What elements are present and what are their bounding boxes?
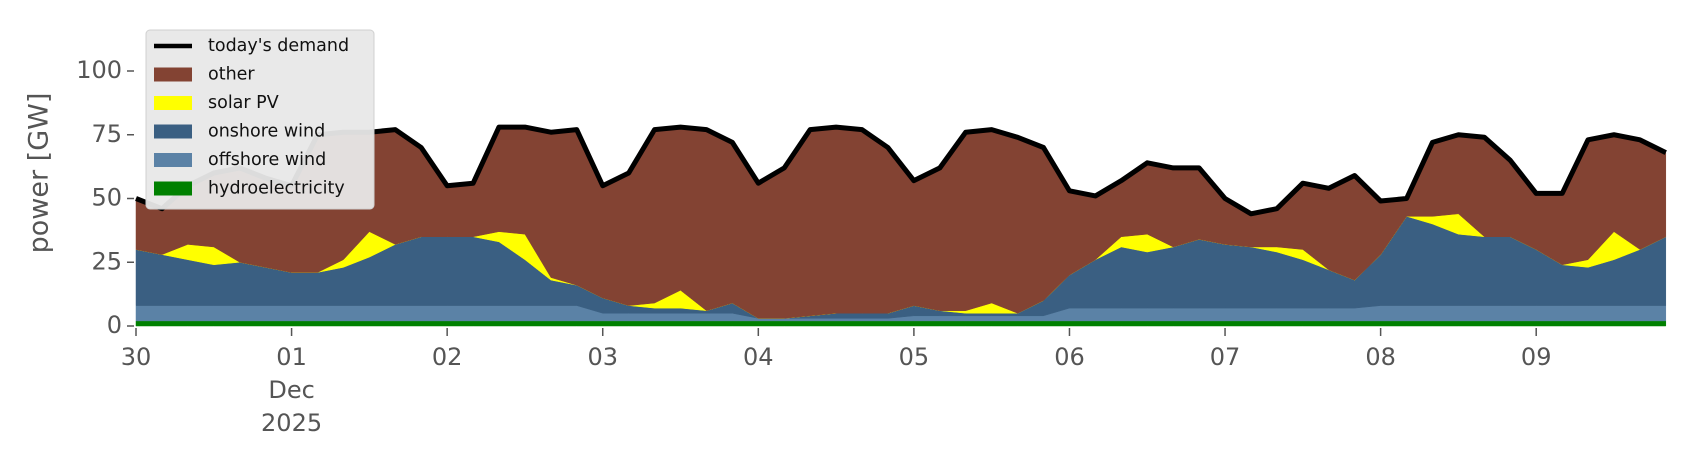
legend-label: solar PV [208,93,279,113]
x-tick-label: 03 [587,343,618,371]
legend-label: onshore wind [208,122,325,142]
x-tick-label: 30 [121,343,152,371]
legend-swatch [154,96,192,110]
y-tick-label: 100 [76,56,122,84]
legend-label: hydroelectricity [208,179,345,199]
legend-swatch [154,67,192,82]
legend-label: today's demand [208,36,349,56]
y-axis-title: power [GW] [24,93,55,254]
x-tick-label: 08 [1365,343,1396,371]
legend: today's demand other solar PV onshore wind o… [145,29,375,210]
legend-swatch [154,124,192,139]
demand-line [135,124,1667,217]
x-tick-label: 05 [899,343,930,371]
legend-swatch [154,181,192,196]
x-tick-label: 01 [276,343,307,371]
y-tick-label: 75 [91,120,122,148]
legend-label: other [208,65,255,85]
x-year-label: 2025 [261,409,322,437]
y-tick-label: 50 [91,184,122,212]
legend-box [145,29,375,210]
x-tick-label: 06 [1054,343,1085,371]
x-tick-label: 07 [1210,343,1241,371]
x-month-label: Dec [268,376,314,404]
area [135,320,1667,327]
x-tick-label: 09 [1521,343,1552,371]
y-tick-label: 25 [91,247,122,275]
y-tick-label: 0 [107,311,122,339]
legend-label: offshore wind [208,150,326,170]
legend-swatch [154,153,192,167]
x-tick-label: 04 [743,343,774,371]
x-tick-label: 02 [432,343,463,371]
